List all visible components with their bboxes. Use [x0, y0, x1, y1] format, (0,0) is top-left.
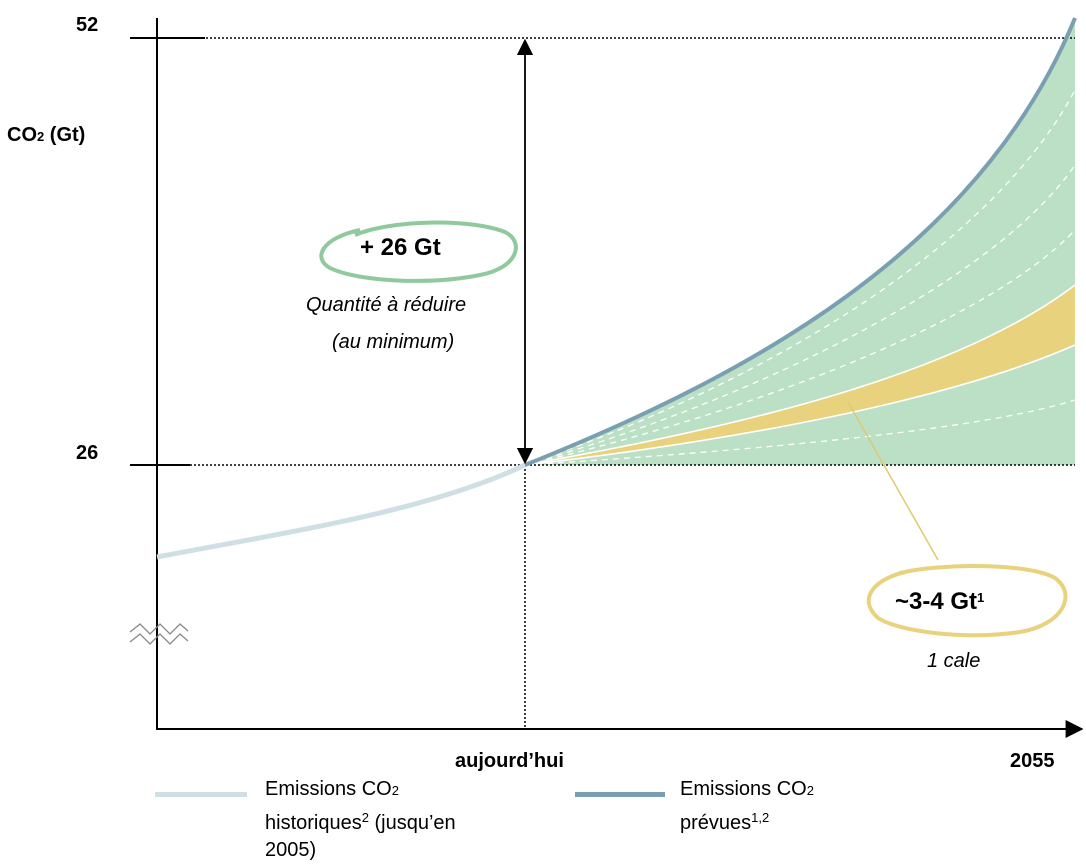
gap-highlight-ellipse	[319, 220, 518, 283]
projected-wedges-area	[525, 18, 1075, 465]
gap-label: + 26 Gt	[360, 234, 441, 261]
wedge-caption: 1 cale	[927, 650, 981, 672]
highlight-wedge-top-edge	[524, 284, 1076, 466]
wedge-divider-line	[524, 229, 1076, 466]
gap-caption-line2: (au minimum)	[332, 331, 455, 353]
legend-historical-text: Emissions CO2 historiques2 (jusqu’en 200…	[265, 778, 456, 861]
y-tick-label-26: 26	[76, 442, 99, 464]
legend-projected-text: Emissions CO2 prévues1,2	[680, 778, 814, 834]
projected-emissions-line	[524, 17, 1077, 467]
x-tick-label-today: aujourd’hui	[455, 750, 564, 772]
wedge-label: ~3-4 Gt1	[895, 588, 985, 615]
axis-break-icon	[129, 623, 189, 645]
historical-emissions-line	[156, 462, 527, 560]
wedge-divider-line	[524, 399, 1076, 466]
highlight-wedge-area	[525, 285, 1075, 465]
legend-projected-swatch	[575, 792, 665, 797]
x-tick-label-2055: 2055	[1010, 750, 1055, 772]
wedge-divider-line	[524, 89, 1076, 466]
wedge-divider-line	[524, 164, 1076, 466]
wedge-highlight-ellipse	[866, 564, 1068, 638]
legend-historical-swatch	[155, 792, 247, 797]
highlight-wedge-bottom-edge	[524, 344, 1076, 466]
wedge-callout-line	[847, 401, 939, 561]
y-tick-label-52: 52	[76, 14, 99, 36]
y-axis-title: CO2 (Gt)	[7, 124, 86, 146]
gap-caption-line1: Quantité à réduire	[306, 294, 467, 316]
